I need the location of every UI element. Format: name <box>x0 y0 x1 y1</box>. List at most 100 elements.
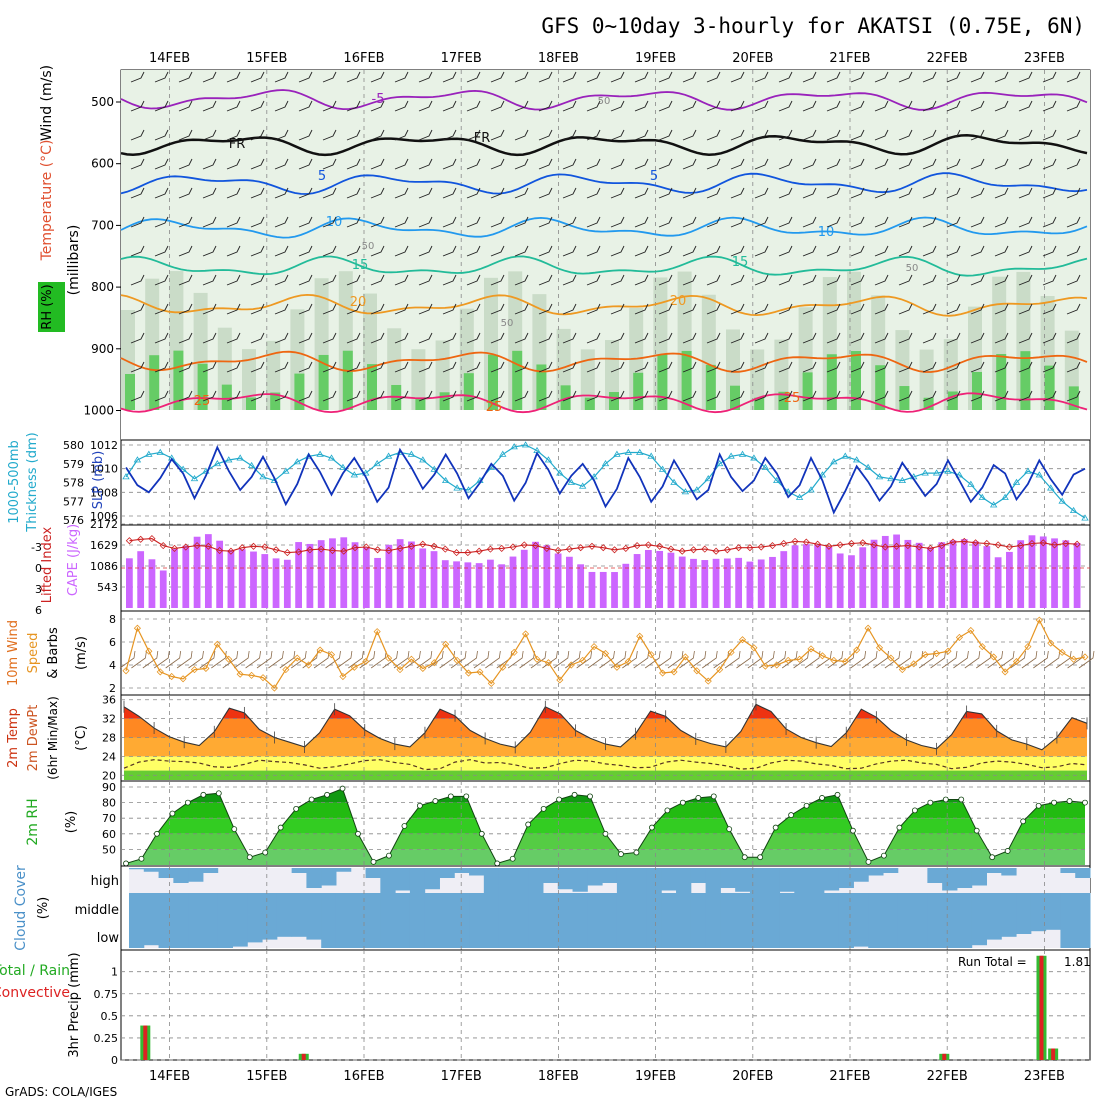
wind-barb <box>586 216 601 228</box>
cape-tick-label: 2172 <box>90 518 118 531</box>
cloud-bar-middle <box>956 893 973 920</box>
rh-cell <box>802 372 813 410</box>
rh-point <box>942 796 949 803</box>
wind-barb <box>634 245 649 257</box>
wind-barb <box>994 332 1009 344</box>
date-label-top: 19FEB <box>635 51 676 66</box>
wind-barb-10m <box>850 650 867 669</box>
cloud-bar-middle <box>395 893 411 920</box>
cape-bar <box>216 540 224 608</box>
precip-tick-label: 0.5 <box>101 1010 119 1023</box>
cloud-bar-low <box>1016 920 1032 934</box>
rh-point <box>618 851 624 857</box>
cape-bar <box>171 549 178 608</box>
wind-barb <box>322 303 337 315</box>
lifted-index-point <box>340 547 348 555</box>
cloud-bar-low <box>853 920 869 947</box>
wind-barb <box>130 158 145 170</box>
cloud-bar-low <box>1045 920 1061 930</box>
thickness-point <box>1035 471 1044 478</box>
wind-barb-10m <box>165 650 182 669</box>
lifted-index-point <box>746 544 754 552</box>
wind-barb <box>826 245 841 257</box>
wind-barb <box>490 303 505 315</box>
wind-barb <box>514 245 529 257</box>
wind-speed-point <box>385 654 393 662</box>
wind-barb <box>466 245 481 257</box>
wind-barb <box>658 274 673 286</box>
cloud-bar-low <box>217 920 233 948</box>
wind-barb <box>922 245 937 257</box>
wind-barb-10m <box>884 650 901 669</box>
wind-barb <box>370 71 385 83</box>
wind-barb <box>538 216 553 228</box>
wind-barb <box>850 274 865 286</box>
slp-tick-label: 1006 <box>90 510 118 523</box>
rh-tick-label: 70 <box>102 812 116 825</box>
cloud-bar-low <box>1030 920 1047 932</box>
rh-point <box>772 824 779 831</box>
wind-barb <box>418 274 433 286</box>
rh-cell <box>512 350 523 410</box>
cloud-bar-low <box>823 920 840 948</box>
wind-barb <box>610 216 625 228</box>
lifted-index-point <box>622 544 630 552</box>
lifted-index-point <box>486 545 494 553</box>
wind-barb <box>298 332 313 344</box>
cape-bar <box>769 556 776 608</box>
lifted-index-point <box>1062 539 1070 548</box>
cape-bar <box>204 534 212 608</box>
wind-barb <box>778 274 793 286</box>
wind-barb <box>946 187 961 199</box>
slp-tick-label: 1008 <box>90 486 118 499</box>
wind-barb <box>418 100 433 112</box>
lifted-index-point <box>904 542 912 550</box>
wind-speed-point <box>419 664 427 673</box>
wind-barb <box>346 361 361 373</box>
rh-cell <box>149 355 160 410</box>
wind-tick-label: 6 <box>109 636 116 649</box>
wind-speed-point <box>818 652 826 660</box>
lifted-index-point <box>780 539 788 548</box>
wind-speed-point <box>1024 643 1032 651</box>
wind-barb <box>442 158 457 170</box>
wind-barb <box>1018 332 1033 344</box>
wind-barb <box>850 390 865 402</box>
wind-barb <box>994 390 1009 402</box>
cloud-bar-low <box>631 920 647 948</box>
rh-point <box>1051 799 1057 806</box>
cloud-bar-high <box>557 868 574 890</box>
wind-barb <box>634 71 649 83</box>
cape-bar <box>836 553 844 608</box>
cloud-bar-middle <box>483 893 500 920</box>
rh-cell <box>439 392 450 410</box>
cape-bar <box>1039 536 1047 608</box>
wind-barb <box>658 390 673 402</box>
wind-barb <box>730 361 745 373</box>
rh2m-label: 2m RH <box>25 798 41 845</box>
wind-speed-point <box>327 651 336 659</box>
cloud-bar-low <box>616 920 633 948</box>
cloud-bar-low <box>469 920 485 948</box>
wind-barb-10m <box>941 650 958 669</box>
cloud-bar-high <box>883 868 899 873</box>
wind-barb-10m <box>1033 650 1049 669</box>
cloud-bar-high <box>764 868 781 893</box>
cloud-bar-low <box>247 920 263 943</box>
lifted-index-point <box>137 535 145 543</box>
wind-barb <box>562 216 577 228</box>
rh-point <box>865 858 872 865</box>
cloud-bar-middle <box>838 893 854 920</box>
wind-barb <box>154 361 169 373</box>
rh-cell <box>923 397 934 410</box>
wind-barb <box>898 187 913 199</box>
cloud-bar-high <box>542 868 559 883</box>
wind-barb <box>346 158 361 170</box>
wind-barb <box>418 216 433 228</box>
wind-barb <box>802 303 817 315</box>
temp2m-label: 2m Temp <box>6 708 21 768</box>
lifted-index-point <box>441 545 449 553</box>
wind-barb <box>802 129 817 141</box>
rh-point <box>293 805 300 812</box>
cloud-bar-high <box>735 868 751 892</box>
